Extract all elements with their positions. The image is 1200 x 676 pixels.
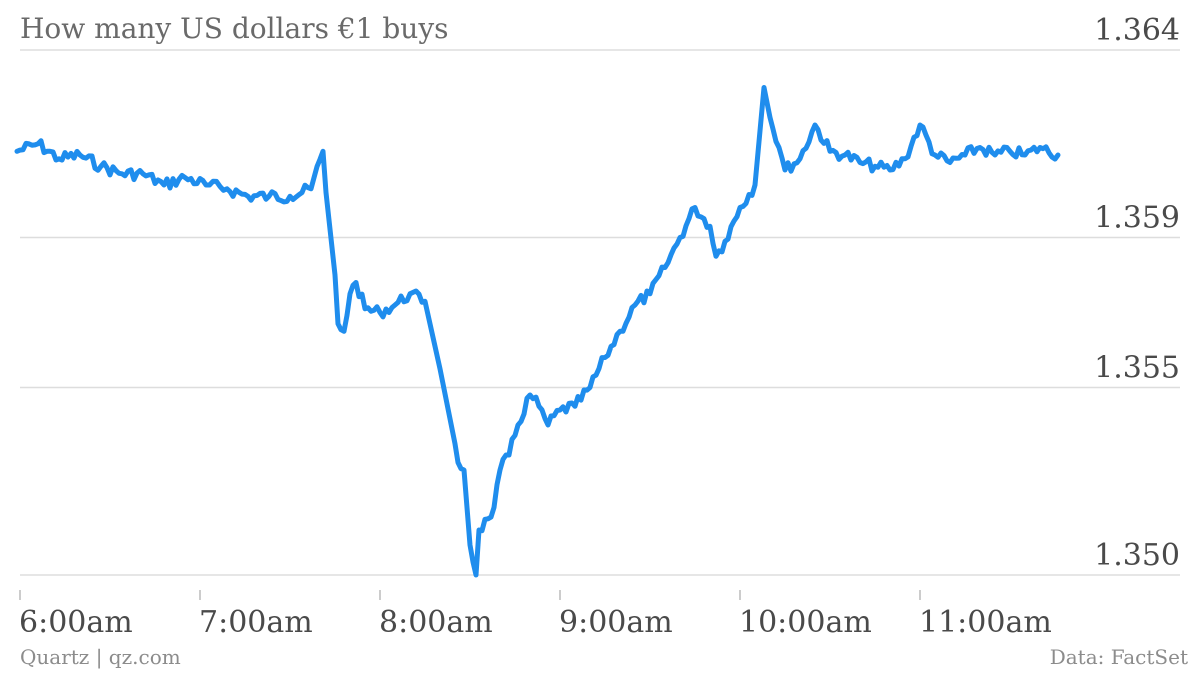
x-tick-label: 10:00am (739, 605, 872, 640)
gridlines (20, 49, 1180, 576)
x-tick-label: 7:00am (199, 605, 313, 640)
x-axis (19, 590, 921, 600)
y-tick-label: 1.359 (1094, 201, 1180, 236)
x-tick-labels: 6:00am 7:00am 8:00am 9:00am 10:00am 11:00am (19, 605, 1052, 640)
source-credit: Quartz | qz.com (20, 645, 181, 669)
x-tick-label: 6:00am (19, 605, 133, 640)
data-credit: Data: FactSet (1049, 645, 1188, 669)
x-tick-label: 9:00am (559, 605, 673, 640)
y-tick-label: 1.355 (1094, 351, 1180, 386)
y-tick-label: 1.364 (1094, 13, 1180, 48)
x-tick-label: 8:00am (379, 605, 493, 640)
series-group (14, 85, 1061, 578)
series-line (14, 85, 1061, 578)
chart-title: How many US dollars €1 buys (20, 12, 449, 45)
x-tick-label: 11:00am (919, 605, 1052, 640)
y-tick-label: 1.350 (1094, 538, 1180, 573)
y-tick-labels: 1.350 1.355 1.359 1.364 (1094, 13, 1180, 573)
